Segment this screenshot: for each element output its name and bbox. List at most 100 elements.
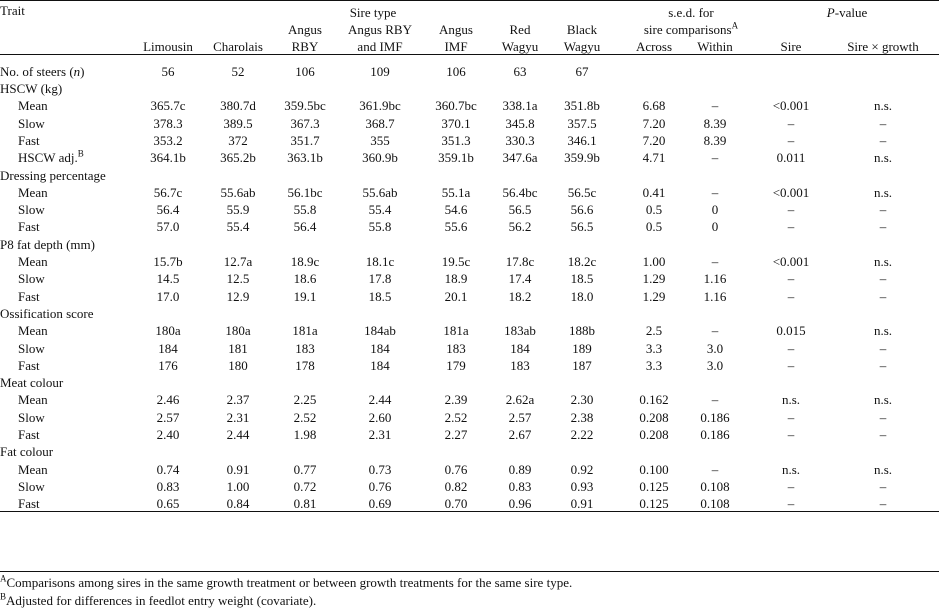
pvalue-sire-cell: – [787,427,795,443]
table-cell: 0.91 [570,496,594,512]
table-cell: 346.1 [567,132,597,148]
table-cell: 18.2c [567,254,597,270]
table-cell: 0.76 [444,461,468,477]
row-label: Fast [18,496,40,512]
table-cell: 17.8c [505,254,535,270]
sed-across-cell: 4.71 [642,150,666,166]
col-head-angus-rby-imf: and IMF [357,38,403,54]
sed-across-cell: 0.5 [645,219,663,235]
table-cell: 0.69 [368,496,392,512]
table-cell: 180a [155,323,181,339]
table-row: Fast 57.0 55.4 56.4 55.8 55.6 56.2 56.5 0.5 0 – – [0,217,939,234]
sire-type-table: Trait Sire type s.e.d. for P-value Angus… [0,0,939,517]
table-cell: 55.6 [444,219,468,235]
table-cell: 338.1a [502,98,538,114]
table-cell: 179 [446,357,466,373]
steers-count: 67 [575,63,589,79]
table-cell: 0.77 [293,461,317,477]
sed-within-cell: 0 [711,219,719,235]
steers-count: 106 [446,63,466,79]
pvalue-sire-cell: <0.001 [772,254,810,270]
table-cell: 2.22 [570,427,594,443]
table-cell: 56.7c [153,184,183,200]
col-head-angus-imf: IMF [444,38,468,54]
pvalue-sire-cell: 0.015 [776,323,806,339]
table-cell: 351.7 [290,132,320,148]
table-cell: 55.4 [368,202,392,218]
row-label: Mean [18,392,48,408]
table-cell: 56.5 [508,202,532,218]
pvalue-sire-growth-cell: n.s. [873,461,893,477]
table-cell: 188b [569,323,595,339]
pvalue-sire-growth-cell: n.s. [873,254,893,270]
table-cell: 12.9 [226,288,250,304]
table-cell: 14.5 [156,271,180,287]
header-sed-line1: s.e.d. for [668,4,714,20]
sed-across-cell: 0.208 [639,409,669,425]
table-cell: 389.5 [223,115,253,131]
table-cell: 18.5 [368,288,392,304]
sed-across-cell: 0.5 [645,202,663,218]
sed-within-cell: – [711,392,719,408]
sed-across-cell: 0.125 [639,496,669,512]
table-cell: 187 [572,357,592,373]
row-label: Mean [18,323,48,339]
table-cell: 330.3 [505,132,535,148]
col-head-charolais-l1 [203,20,273,37]
table-cell: 184 [158,340,178,356]
pvalue-sire-growth-cell: n.s. [873,392,893,408]
sed-across-cell: 7.20 [642,115,666,131]
table-cell: 189 [572,340,592,356]
footnote-b: BAdjusted for differences in feedlot ent… [0,591,317,608]
table-cell: 181a [292,323,318,339]
table-cell: 359.5bc [284,98,326,114]
table-cell: 367.3 [290,115,320,131]
table-cell: 2.52 [293,409,317,425]
col-head-black-wagyu: Wagyu [563,38,601,54]
table-cell: 56.4bc [502,184,538,200]
pvalue-sire-cell: – [787,409,795,425]
table-cell: 56.5 [570,219,594,235]
pvalue-sire-growth-cell: – [879,427,887,443]
row-label: Slow [18,340,45,356]
pvalue-sire-growth-cell: – [879,115,887,131]
table-cell: 17.0 [156,288,180,304]
table-cell: 0.93 [570,478,594,494]
table-cell: 380.7d [220,98,256,114]
table-cell: 180 [228,357,248,373]
table-cell: 18.2 [508,288,532,304]
table-row: Slow 0.83 1.00 0.72 0.76 0.82 0.83 0.93 0.125 0.1… [0,477,939,494]
table-cell: 353.2 [153,132,183,148]
pvalue-sire-cell: 0.011 [776,150,806,166]
table-cell: 2.44 [226,427,250,443]
row-label: Fast [18,219,40,235]
col-head-red-wagyu-l1: Red [509,21,531,37]
footnote-a: AComparisons among sires in the same gro… [0,573,573,590]
table-cell: 372 [228,132,248,148]
table-cell: 359.9b [564,150,600,166]
row-label: Mean [18,98,48,114]
sed-across-cell: 6.68 [642,98,666,114]
table-cell: 2.57 [156,409,180,425]
table-cell: 15.7b [153,254,183,270]
pvalue-sire-growth-cell: – [879,478,887,494]
col-head-sire: Sire [780,38,802,54]
pvalue-sire-growth-cell: – [879,496,887,512]
footnote-rule [0,571,939,574]
pvalue-sire-cell: <0.001 [772,184,810,200]
table-cell: 184 [510,340,530,356]
table-cell: 2.31 [368,427,392,443]
table-row: Fast 353.2 372 351.7 355 351.3 330.3 346.1 7.20 8… [0,131,939,148]
pvalue-sire-growth-cell: – [879,340,887,356]
table-cell: 355 [370,132,390,148]
table-cell: 2.46 [156,392,180,408]
table-cell: 0.92 [570,461,594,477]
table-row: Slow 184 181 183 184 183 184 189 3.3 3.0 – – [0,338,939,356]
table-cell: 2.38 [570,409,594,425]
table-cell: 56.4 [156,202,180,218]
steers-count: 109 [370,63,390,79]
col-head-limousin: Limousin [143,38,193,54]
row-label: Fast [18,357,40,373]
table-cell: 176 [158,357,178,373]
